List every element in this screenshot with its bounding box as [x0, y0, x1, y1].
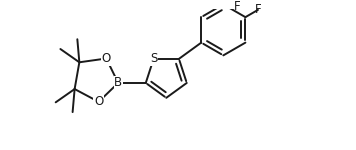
Text: F: F	[234, 0, 241, 13]
Text: F: F	[255, 3, 261, 16]
Text: O: O	[102, 52, 111, 65]
Text: B: B	[114, 76, 122, 89]
Text: O: O	[94, 95, 103, 108]
Text: S: S	[150, 52, 157, 65]
